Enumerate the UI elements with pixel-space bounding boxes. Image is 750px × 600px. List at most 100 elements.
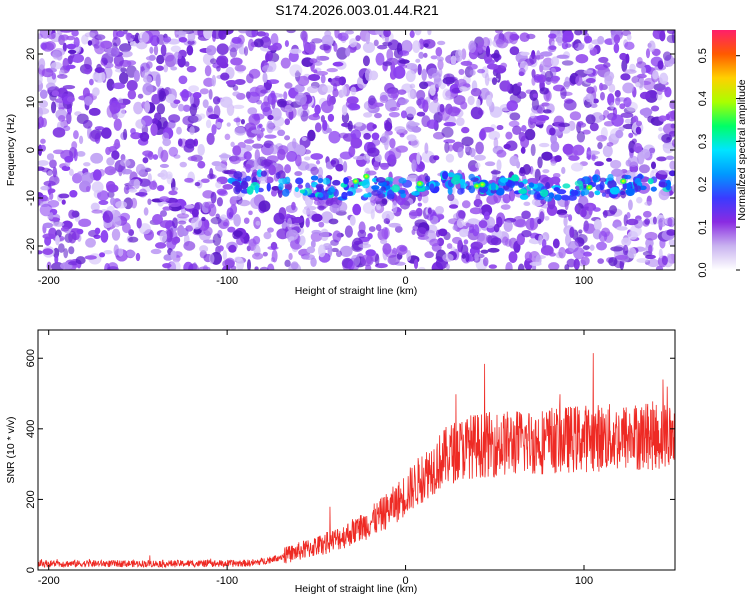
spectrogram-cell [159,163,169,169]
spectrogram-cell [480,204,493,217]
spectrogram-signal-cell [341,191,348,200]
spectrogram-cell [558,122,570,128]
spectrogram-cell [107,47,120,58]
spectrogram-cell [216,55,229,67]
spectrogram-y-tick-label: 0 [25,147,37,153]
spectrogram-signal-cell [317,177,324,183]
spectrogram-cell [394,225,403,233]
spectrogram-cell [71,53,85,64]
spectrogram-cell [659,72,669,85]
spectrogram-cell [538,142,550,148]
spectrogram-cell [380,132,390,146]
spectrogram-cell [106,62,112,68]
spectrogram-cell [51,261,65,270]
snr-x-tick-label: 100 [575,575,593,587]
spectrogram-cell [392,200,398,214]
spectrogram-cell [273,212,285,225]
spectrogram-cell [267,92,277,105]
spectrogram-cell [603,109,610,118]
spectrogram-cell [168,146,179,157]
spectrogram-cell [54,254,59,264]
spectrogram-cell [155,65,164,71]
spectrogram-signal-cell [556,189,567,195]
spectrogram-cell [170,66,178,71]
spectrogram-cell [465,252,470,263]
spectrogram-cell [318,205,325,211]
spectrogram-cell [375,224,382,232]
spectrogram-cell [339,245,353,257]
spectrogram-cell [612,221,622,228]
spectrogram-signal-cell [594,190,601,196]
spectrogram-cell [446,76,458,81]
spectrogram-cell [261,65,273,73]
spectrogram-cell [144,101,151,114]
spectrogram-cell [382,61,392,67]
spectrogram-cell [429,238,440,247]
spectrogram-cell [611,168,623,177]
spectrogram-cell [233,214,241,227]
spectrogram-cell [610,159,622,169]
spectrogram-signal-cell [246,186,254,195]
spectrogram-cell [387,39,400,51]
spectrogram-cell [71,30,79,37]
spectrogram-cell [284,118,291,126]
spectrogram-cell [541,65,551,71]
spectrogram-cell [429,84,436,96]
spectrogram-cell [295,92,307,106]
spectrogram-cell [347,260,355,270]
spectrogram-cell [75,256,86,265]
spectrogram-cell [165,93,176,104]
spectrogram-cell [480,249,489,254]
spectrogram-cell [310,166,319,176]
spectrogram-cell [648,244,653,255]
spectrogram-signal-cell [604,188,612,195]
spectrogram-signal-cell [346,191,354,197]
spectrogram-cell [661,255,668,266]
spectrogram-cell [231,36,242,44]
spectrogram-cell [107,266,119,270]
spectrogram-cell [389,138,396,149]
spectrogram-cell [119,72,129,85]
spectrogram-cell [627,155,639,167]
spectrogram-cell [92,87,100,97]
spectrogram-cell [427,30,432,36]
spectrogram-cell [130,127,136,135]
spectrogram-cell [426,213,434,221]
spectrogram-cell [372,124,377,129]
spectrogram-cell [66,43,77,50]
spectrogram-cell [284,181,293,191]
spectrogram-cell [270,33,279,46]
spectrogram-cell [313,199,325,206]
spectrogram-cell [658,127,664,132]
spectrogram-signal-cell [528,182,535,188]
spectrogram-cell [602,144,613,158]
spectrogram-cell [457,146,464,159]
spectrogram-cell [477,68,486,74]
spectrogram-signal-cell [468,173,476,181]
spectrogram-cell [508,251,518,263]
spectrogram-cell [635,120,643,127]
spectrogram-cell [422,194,429,204]
spectrogram-cell [218,154,232,159]
spectrogram-cell [236,257,245,270]
spectrogram-cell [269,144,280,155]
spectrogram-signal-cell [376,188,384,195]
spectrogram-cell [564,198,569,211]
spectrogram-cell [531,97,539,111]
spectrogram-cell [405,69,416,83]
spectrogram-cell [430,55,438,60]
spectrogram-cell [53,247,60,259]
spectrogram-cell [311,38,323,44]
spectrogram-cell [99,252,106,258]
spectrogram-cell [469,207,483,215]
spectrogram-cell [126,80,138,92]
spectrogram-cell [613,34,621,44]
spectrogram-cell [598,56,609,64]
spectrogram-cell [103,249,113,255]
spectrogram-cell [615,129,624,139]
spectrogram-cell [101,127,112,139]
spectrogram-cell [671,184,675,193]
spectrogram-signal-cell [256,169,263,178]
spectrogram-cell [580,256,590,266]
spectrogram-cell [138,188,148,198]
